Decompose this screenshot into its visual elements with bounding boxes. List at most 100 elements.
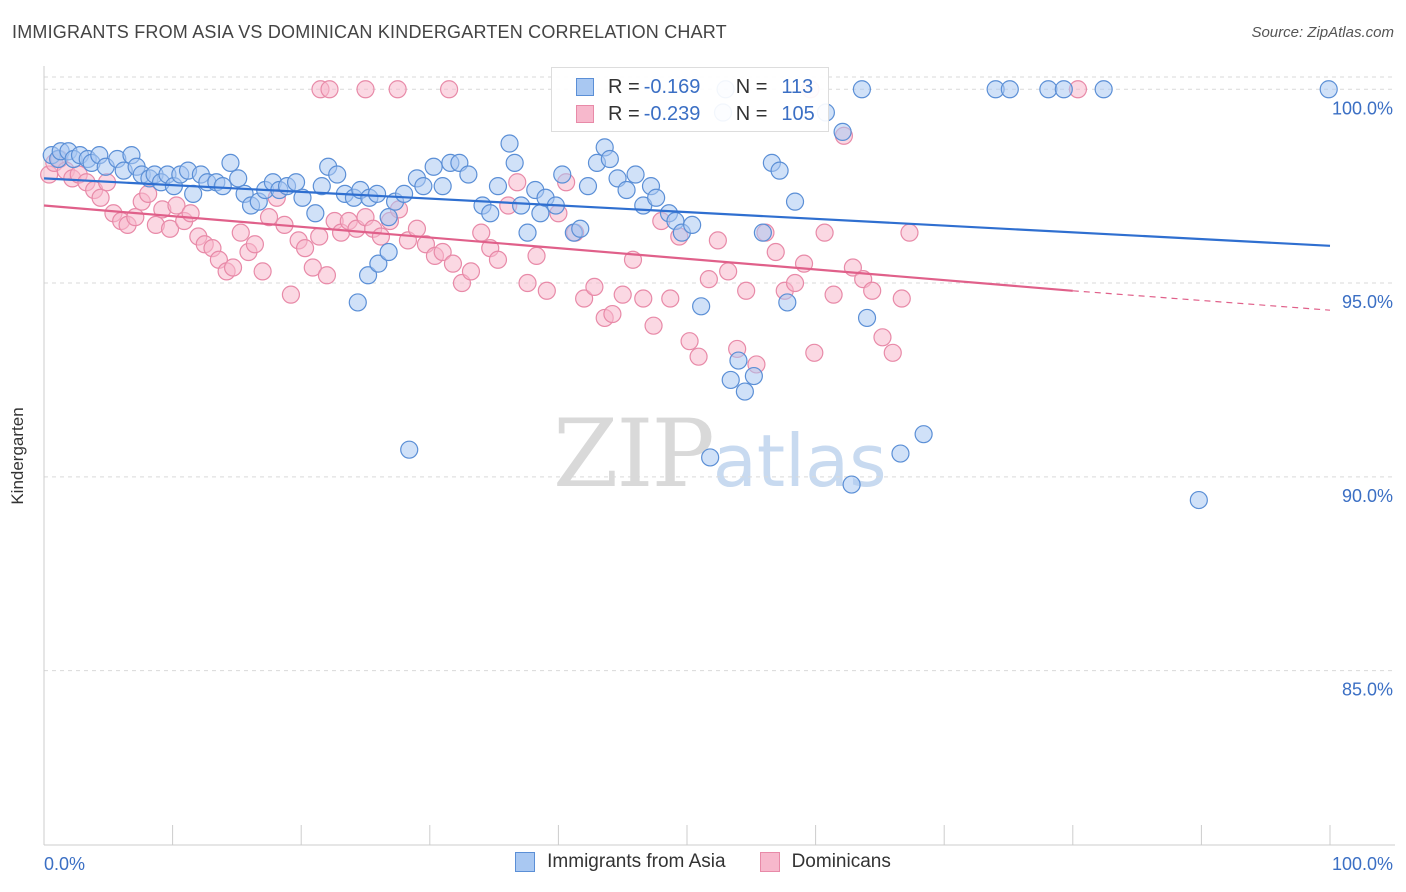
n-label: N = xyxy=(735,75,768,98)
dominicans-points xyxy=(40,80,1088,374)
asia-point xyxy=(531,204,550,223)
dominicans-point xyxy=(356,80,375,99)
dominicans-point xyxy=(805,343,824,362)
dominicans-point xyxy=(253,262,272,281)
dominicans-point xyxy=(737,281,756,300)
dominicans-point xyxy=(689,347,708,366)
dominicans-point xyxy=(303,258,322,277)
asia-point xyxy=(369,254,388,273)
asia-point xyxy=(833,122,852,141)
dominicans-point xyxy=(488,250,508,269)
asia-point xyxy=(512,196,531,215)
asia-point xyxy=(600,149,619,169)
dominicans-point xyxy=(634,289,653,308)
asia-point xyxy=(433,177,452,196)
asia-swatch xyxy=(515,852,536,872)
asia-point xyxy=(842,475,861,494)
dominicans-point xyxy=(892,289,911,308)
dominicans-point xyxy=(295,239,315,258)
asia-point xyxy=(626,165,645,184)
dominicans-point xyxy=(91,188,110,207)
dominicans-point xyxy=(527,246,546,266)
dominicans-point xyxy=(508,173,527,192)
y-tick-label: 90.0% xyxy=(1342,486,1393,506)
asia-point xyxy=(505,153,524,172)
dominicans-point xyxy=(680,332,699,351)
asia-points xyxy=(42,80,1338,510)
asia-point xyxy=(312,177,331,196)
asia-point xyxy=(571,219,590,238)
asia-point xyxy=(553,165,572,184)
dominicans-point xyxy=(900,223,919,242)
dominicans-point xyxy=(766,242,785,262)
legend-label-dominicans: Dominicans xyxy=(791,851,891,872)
correlation-legend: R = -0.169 N = 113 R = -0.239 N = 105 xyxy=(551,67,829,132)
dominicans-point xyxy=(461,262,481,281)
dominicans-point xyxy=(317,266,337,285)
asia-point xyxy=(221,153,240,172)
asia-point xyxy=(1039,80,1058,99)
asia-point xyxy=(778,293,797,312)
asia-point xyxy=(701,448,720,467)
asia-point xyxy=(617,180,636,200)
dominicans-point xyxy=(472,223,491,242)
dominicans-point xyxy=(644,316,663,335)
chart-title: IMMIGRANTS FROM ASIA VS DOMINICAN KINDER… xyxy=(12,22,727,42)
asia-point xyxy=(306,204,325,223)
dominicans-point xyxy=(371,227,391,246)
asia-point xyxy=(735,382,754,401)
dominicans-point xyxy=(388,80,407,99)
dominicans-point xyxy=(518,273,537,293)
trend-lines xyxy=(43,177,1331,311)
asia-point xyxy=(488,177,508,196)
dominicans-trend-extension xyxy=(1072,290,1331,311)
asia-point xyxy=(379,242,398,262)
asia-point xyxy=(744,366,763,386)
asia-point xyxy=(1189,490,1208,510)
x-tick-label: 100.0% xyxy=(1332,854,1393,874)
asia-point xyxy=(852,80,871,99)
asia-trend-line xyxy=(43,177,1331,247)
asia-point xyxy=(1319,80,1338,99)
dominicans-point xyxy=(883,343,902,362)
dominicans-point xyxy=(613,285,632,304)
asia-point xyxy=(914,425,933,444)
dominicans-swatch xyxy=(576,105,594,123)
dominicans-point xyxy=(575,289,594,308)
dominicans-point xyxy=(585,277,604,297)
dominicans-point xyxy=(310,227,329,246)
legend-row-asia: R = -0.169 N = 113 xyxy=(576,74,813,100)
r-label: R = xyxy=(608,102,640,125)
legend-label-asia: Immigrants from Asia xyxy=(547,851,726,872)
source-label: Source: ZipAtlas.com xyxy=(1251,24,1394,41)
n-label: N = xyxy=(735,102,768,125)
tick-labels: 85.0% 90.0% 95.0% 100.0% 0.0% 100.0% xyxy=(44,98,1393,874)
asia-point xyxy=(367,184,387,203)
dominicans-point xyxy=(537,281,556,300)
dominicans-point xyxy=(824,285,843,304)
watermark-zip: ZIP xyxy=(553,400,715,509)
asia-point xyxy=(753,223,772,242)
asia-point xyxy=(1094,80,1113,99)
dominicans-point xyxy=(320,80,339,99)
asia-point xyxy=(394,184,414,203)
asia-swatch xyxy=(576,78,594,96)
dominicans-point xyxy=(439,80,459,99)
asia-point xyxy=(518,223,537,242)
asia-point xyxy=(891,444,910,463)
legend-row-dominicans: R = -0.239 N = 105 xyxy=(576,101,815,127)
dominicans-point xyxy=(719,262,738,281)
asia-point xyxy=(424,157,443,176)
asia-point xyxy=(459,165,478,184)
asia-point xyxy=(692,297,711,316)
dominicans-point xyxy=(661,289,680,308)
r-label: R = xyxy=(608,75,640,98)
asia-point xyxy=(400,440,419,459)
y-tick-label: 95.0% xyxy=(1342,292,1393,312)
asia-point xyxy=(348,293,367,312)
dominicans-point xyxy=(708,231,727,250)
dominicans-point xyxy=(863,281,882,300)
asia-point xyxy=(481,204,500,223)
watermark: ZIPatlas xyxy=(553,400,887,509)
dominicans-trend-line xyxy=(43,204,1073,292)
